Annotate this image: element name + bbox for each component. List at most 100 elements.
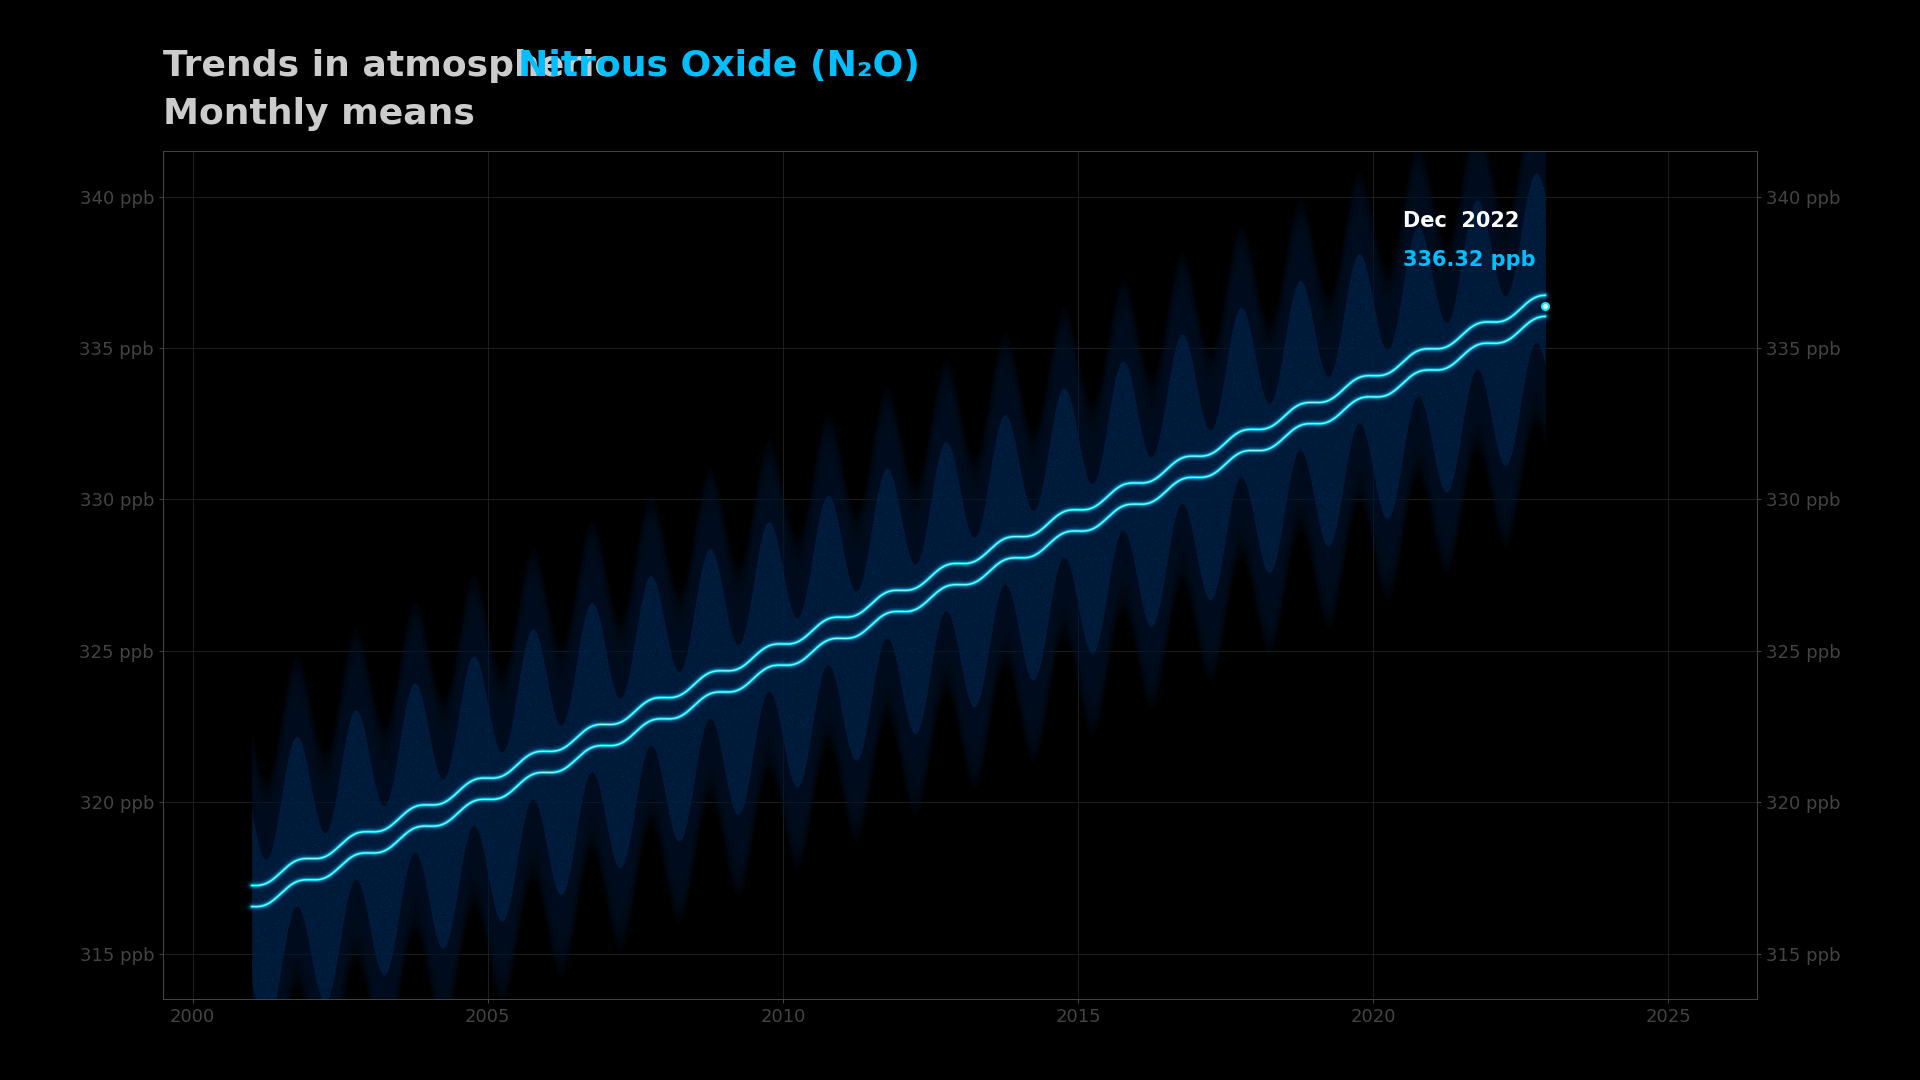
- Point: [941, 527, 972, 544]
- Point: [1498, 386, 1528, 403]
- Point: [1187, 494, 1217, 511]
- Point: [828, 678, 858, 696]
- Point: [785, 745, 816, 762]
- Point: [1496, 427, 1526, 444]
- Point: [1371, 420, 1402, 437]
- Point: [319, 899, 349, 916]
- Point: [705, 714, 735, 731]
- Point: [474, 863, 505, 880]
- Point: [887, 522, 918, 539]
- Point: [570, 710, 601, 727]
- Point: [687, 633, 718, 650]
- Point: [597, 798, 628, 815]
- Point: [710, 754, 741, 771]
- Point: [482, 824, 513, 841]
- Point: [820, 629, 851, 646]
- Point: [622, 730, 653, 747]
- Point: [396, 786, 426, 804]
- Point: [528, 792, 559, 809]
- Point: [636, 674, 666, 691]
- Point: [1382, 476, 1413, 494]
- Point: [1286, 299, 1317, 316]
- Point: [1480, 426, 1511, 443]
- Point: [902, 581, 933, 598]
- Point: [900, 687, 931, 704]
- Point: [1329, 418, 1359, 435]
- Point: [382, 757, 413, 774]
- Point: [1154, 426, 1185, 443]
- Point: [1402, 244, 1432, 261]
- Point: [447, 785, 478, 802]
- Point: [1319, 511, 1350, 528]
- Point: [899, 637, 929, 654]
- Point: [505, 730, 536, 747]
- Point: [630, 679, 660, 697]
- Point: [643, 689, 674, 706]
- Point: [1311, 507, 1342, 524]
- Point: [645, 679, 676, 697]
- Point: [242, 881, 273, 899]
- Point: [309, 921, 340, 939]
- Point: [1388, 414, 1419, 431]
- Point: [868, 597, 899, 615]
- Point: [269, 786, 300, 804]
- Point: [987, 571, 1018, 589]
- Point: [1309, 496, 1340, 513]
- Point: [828, 699, 858, 716]
- Point: [772, 629, 803, 646]
- Point: [444, 848, 474, 865]
- Point: [1273, 480, 1304, 497]
- Point: [1215, 351, 1246, 368]
- Point: [1058, 511, 1089, 528]
- Point: [1050, 469, 1081, 486]
- Point: [687, 573, 718, 591]
- Point: [1400, 372, 1430, 389]
- Point: [1332, 375, 1363, 392]
- Point: [424, 897, 455, 915]
- Point: [1271, 431, 1302, 448]
- Point: [937, 581, 968, 598]
- Point: [904, 608, 935, 625]
- Point: [432, 905, 463, 922]
- Point: [269, 768, 300, 785]
- Point: [1142, 570, 1173, 588]
- Point: [1517, 266, 1548, 283]
- Point: [1043, 497, 1073, 514]
- Point: [680, 719, 710, 737]
- Point: [637, 595, 668, 612]
- Point: [1421, 422, 1452, 440]
- Point: [1484, 367, 1515, 384]
- Point: [799, 696, 829, 713]
- Point: [960, 639, 991, 657]
- Point: [488, 785, 518, 802]
- Point: [1010, 515, 1041, 532]
- Point: [1116, 386, 1146, 403]
- Point: [1165, 367, 1196, 384]
- Point: [1409, 302, 1440, 320]
- Point: [1033, 540, 1064, 557]
- Point: [455, 664, 486, 681]
- Point: [534, 690, 564, 707]
- Point: [401, 766, 432, 783]
- Point: [1233, 444, 1263, 461]
- Point: [534, 796, 564, 813]
- Point: [576, 696, 607, 713]
- Point: [513, 795, 543, 812]
- Point: [1096, 399, 1127, 416]
- Point: [897, 635, 927, 652]
- Point: [726, 633, 756, 650]
- Point: [1501, 253, 1532, 270]
- Point: [1244, 502, 1275, 519]
- Point: [1325, 345, 1356, 362]
- Point: [363, 807, 394, 824]
- Point: [576, 625, 607, 643]
- Point: [653, 700, 684, 717]
- Point: [1000, 552, 1031, 569]
- Point: [591, 705, 622, 723]
- Point: [453, 795, 484, 812]
- Point: [662, 748, 693, 766]
- Point: [380, 836, 411, 853]
- Point: [459, 720, 490, 738]
- Point: [1427, 329, 1457, 347]
- Point: [1236, 364, 1267, 381]
